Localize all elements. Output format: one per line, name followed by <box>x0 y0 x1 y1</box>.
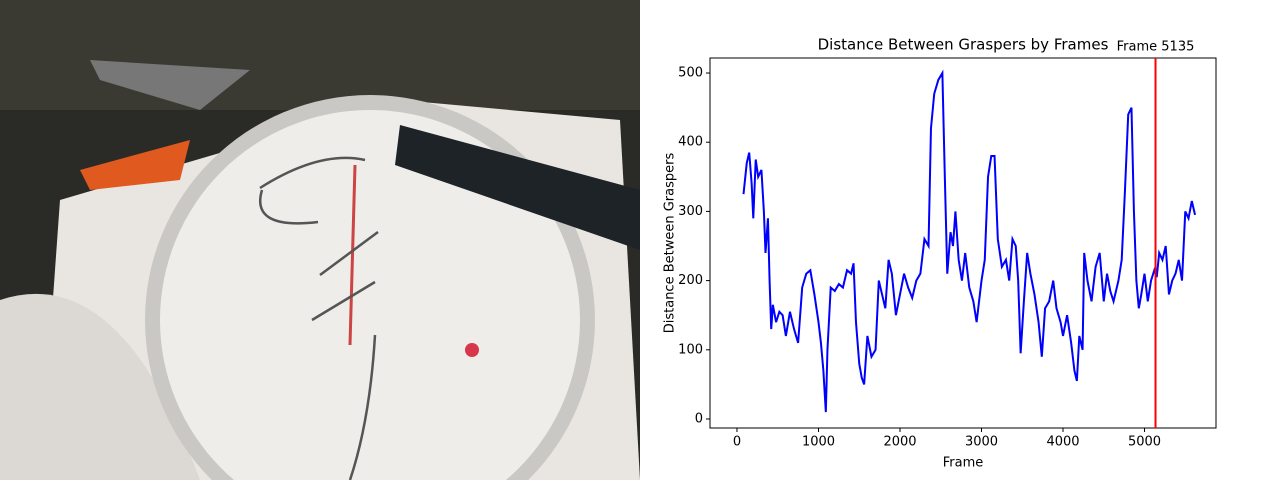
x-tick-label: 3000 <box>965 435 998 450</box>
y-tick-label: 400 <box>678 135 703 150</box>
frame-marker-label: Frame 5135 <box>1117 40 1195 55</box>
chart-title: Distance Between Graspers by Frames <box>818 36 1109 54</box>
y-axis-label: Distance Between Graspers <box>663 153 678 334</box>
x-tick-label: 4000 <box>1046 435 1079 450</box>
x-tick-label: 1000 <box>802 435 835 450</box>
video-frame <box>0 0 640 484</box>
x-axis-label: Frame <box>943 456 984 471</box>
data-line <box>742 69 1197 413</box>
x-tick-label: 2000 <box>883 435 916 450</box>
y-tick-label: 100 <box>678 342 703 357</box>
y-tick-label: 500 <box>678 66 703 81</box>
x-tick-label: 0 <box>733 435 741 450</box>
y-tick-label: 200 <box>678 273 703 288</box>
plot-frame <box>709 57 1217 429</box>
y-tick-label: 0 <box>695 412 703 427</box>
x-tick-label: 5000 <box>1128 435 1161 450</box>
y-tick-label: 300 <box>678 204 703 219</box>
